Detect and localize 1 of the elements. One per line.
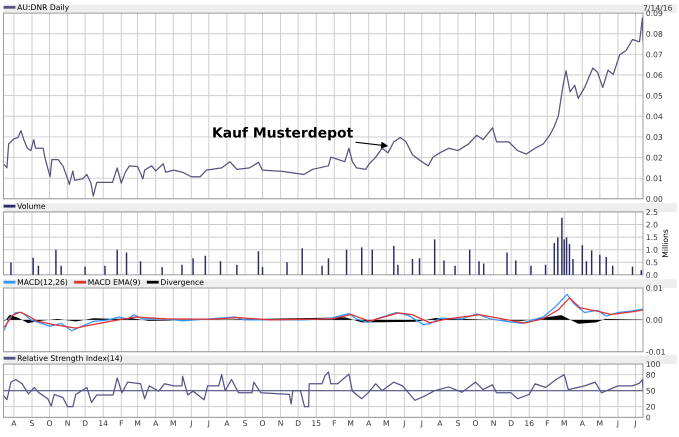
annotation: Kauf Musterdepot [213,126,353,140]
